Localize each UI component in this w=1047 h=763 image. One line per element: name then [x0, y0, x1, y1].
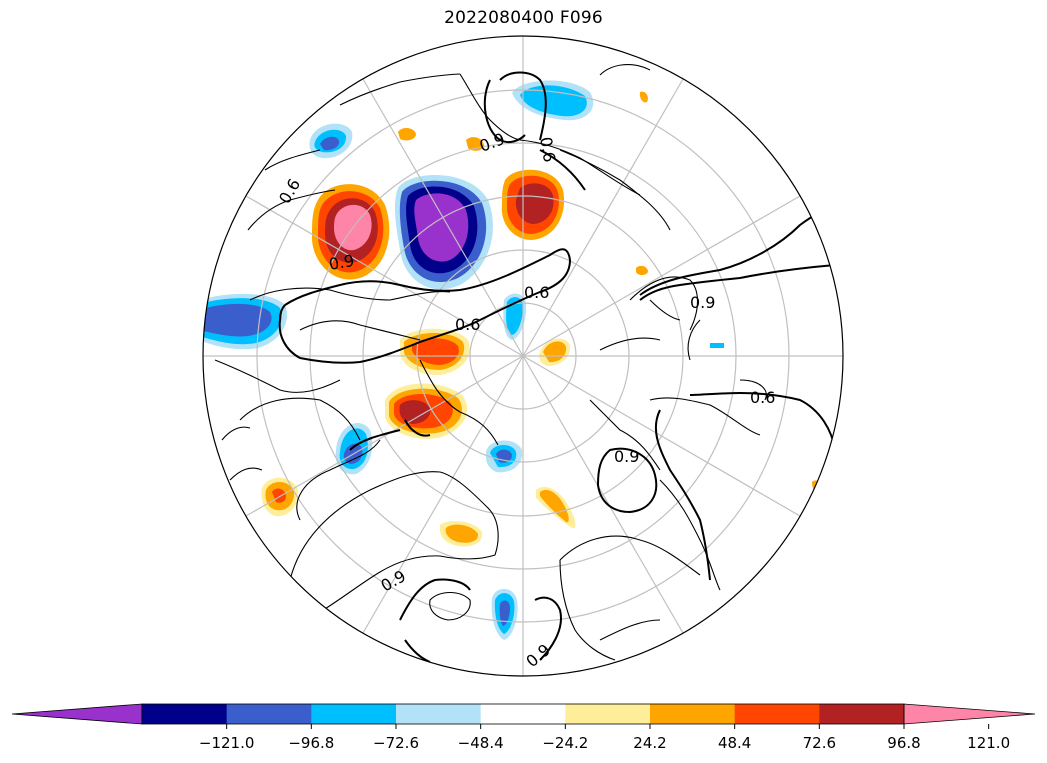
negative-anomaly-region — [710, 343, 724, 348]
graticule — [203, 36, 843, 676]
colorbar-tick-label: 48.4 — [717, 734, 752, 752]
contour-label: 0.6 — [536, 135, 559, 163]
colorbar-cell — [480, 704, 566, 724]
coastlines — [214, 64, 767, 661]
positive-anomaly-region — [412, 338, 459, 365]
colorbar-cell — [650, 704, 736, 724]
positive-anomaly-region — [639, 91, 648, 103]
colorbar-cell — [565, 704, 651, 724]
contour-label: 0.6 — [455, 315, 480, 334]
positive-anomaly-region — [399, 400, 431, 424]
colorbar-tick-label: 72.6 — [802, 734, 837, 752]
colorbar-cell — [819, 704, 905, 724]
colorbar-cell — [734, 704, 820, 724]
anomaly-shading — [203, 80, 821, 640]
negative-anomaly-region — [320, 136, 340, 151]
colorbar — [11, 703, 1036, 729]
contour-label: 0.9 — [522, 640, 554, 671]
contour-lines — [278, 71, 843, 663]
polar-map: 0.6 0.6 0.6 0.6 0.6 0.9 0.9 0.9 0.9 0.9 … — [202, 35, 844, 677]
positive-anomaly-region — [515, 183, 554, 224]
map-boundary — [202, 35, 844, 677]
colorbar-tick-label: −48.4 — [457, 734, 504, 752]
colorbar-extend-low — [11, 703, 143, 725]
positive-anomaly-region — [445, 524, 479, 543]
colorbar-cell — [142, 704, 228, 724]
colorbar-cell — [226, 704, 312, 724]
contour-label: 0.9 — [690, 293, 715, 312]
contour-label: 0.6 — [750, 388, 775, 407]
contour-label: 0.6 — [275, 175, 304, 207]
colorbar-cell — [396, 704, 482, 724]
colorbar-outline — [141, 703, 905, 725]
positive-anomaly-region — [543, 341, 567, 363]
contour-label: 0.9 — [327, 251, 355, 274]
colorbar-tick-label: −72.6 — [373, 734, 419, 752]
contour-label: 0.6 — [524, 283, 549, 302]
contour-label: 0.9 — [614, 447, 639, 466]
colorbar-extend-high — [903, 703, 1036, 725]
map-title: 2022080400 F096 — [444, 8, 603, 28]
positive-anomaly-region — [398, 128, 416, 141]
negative-anomaly-region — [506, 297, 523, 335]
contour-label: 0.9 — [477, 129, 507, 156]
colorbar-tick-label: 24.2 — [633, 734, 667, 752]
negative-anomaly-region — [414, 193, 469, 262]
colorbar-cell — [311, 704, 397, 724]
colorbar-tick-label: 96.8 — [887, 734, 921, 752]
negative-anomaly-region — [499, 600, 510, 626]
colorbar-tick-label: −96.8 — [288, 734, 335, 752]
colorbar-tick-label: 121.0 — [967, 734, 1011, 752]
colorbar-tick-label: −121.0 — [198, 734, 255, 752]
positive-anomaly-region — [636, 265, 648, 275]
colorbar-tick-label: −24.2 — [542, 734, 589, 752]
positive-anomaly-region — [540, 489, 569, 523]
negative-anomaly-region — [203, 303, 272, 337]
negative-anomaly-region — [520, 85, 587, 117]
